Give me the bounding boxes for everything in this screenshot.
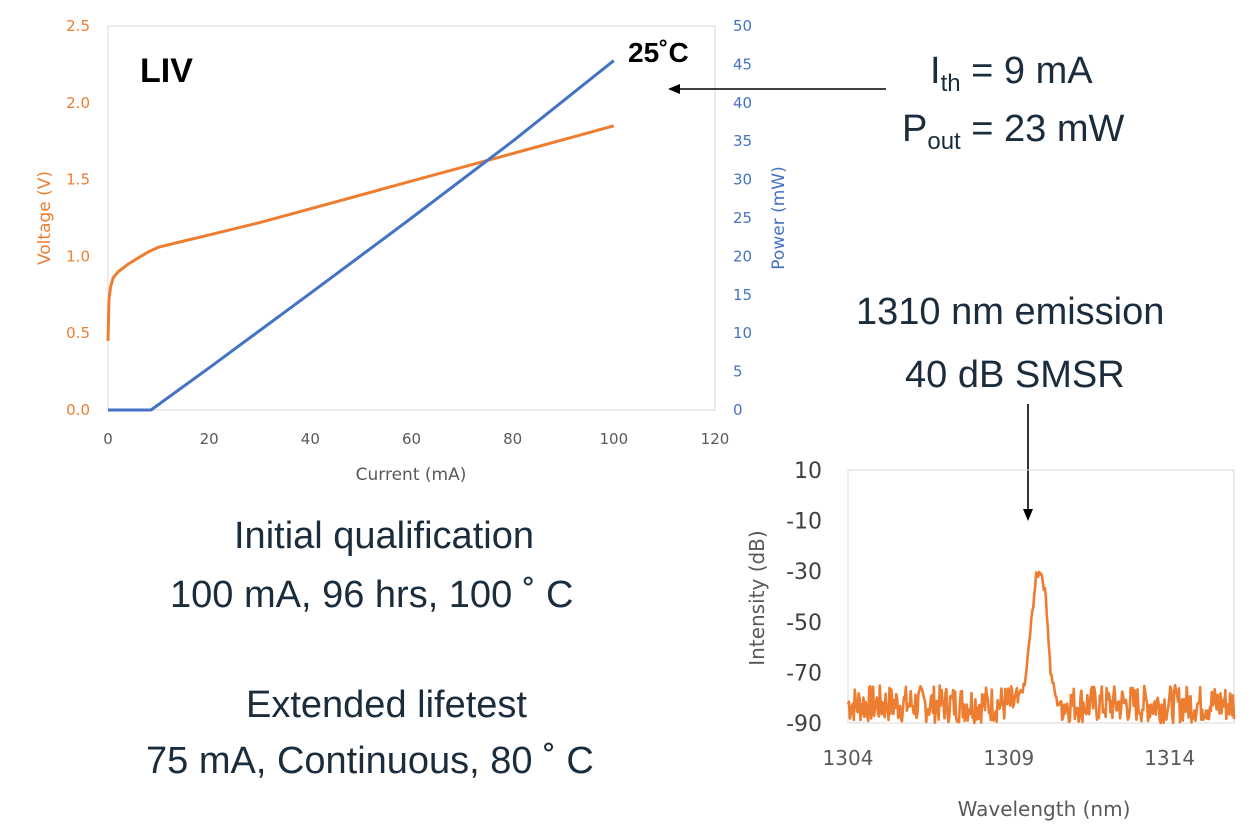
liv-chart: 0 20 40 60 80 100 120 0.0 0.5 1.0 1.5 2.0 2.5 0 5 10 15 2… [35, 17, 789, 485]
threshold-arrowhead [668, 84, 680, 94]
liv-ytick-left-label: 0.5 [66, 324, 90, 342]
liv-ytick-left-label: 0.0 [66, 401, 90, 419]
lifetest-title: Extended lifetest [246, 684, 527, 726]
emission-arrowhead [1023, 509, 1033, 521]
qualification-conditions: 100 mA, 96 hrs, 100 ˚ C [170, 574, 574, 616]
power-value: = 23 mW [960, 108, 1125, 150]
liv-ticks: 0 20 40 60 80 100 120 0.0 0.5 1.0 1.5 2.0 2.5 0 5 10 15 2… [66, 17, 752, 448]
liv-xtick-label: 80 [503, 430, 522, 448]
power-prefix: P [902, 108, 928, 150]
spectrum-xlabel: Wavelength (nm) [958, 797, 1131, 821]
liv-ytick-left-label: 1.5 [66, 171, 90, 189]
liv-ytick-right-label: 15 [733, 286, 752, 304]
threshold-value: = 9 mA [960, 50, 1093, 92]
spectrum-lines [846, 570, 1236, 725]
spectrum-ytick-label: -10 [786, 510, 822, 535]
liv-ytick-left-label: 2.0 [66, 94, 90, 112]
liv-ytick-right-label: 50 [733, 17, 752, 35]
liv-ytick-right-label: 45 [733, 55, 752, 73]
liv-xtick-label: 120 [701, 430, 730, 448]
liv-ytick-right-label: 40 [733, 94, 752, 112]
spectrum-xtick-label: 1314 [1144, 746, 1195, 770]
liv-ylabel-left: Voltage (V) [35, 171, 55, 265]
liv-ytick-right-label: 35 [733, 132, 752, 150]
liv-ytick-right-label: 0 [733, 401, 743, 419]
liv-ylabel-right: Power (mW) [769, 166, 789, 269]
temperature-label: 25˚C [628, 37, 689, 68]
spectrum-ytick-label: 10 [794, 459, 822, 484]
liv-ytick-left-label: 2.5 [66, 17, 90, 35]
threshold-sub: th [940, 70, 961, 97]
spectrum-xtick-label: 1304 [823, 746, 874, 770]
emission-wavelength: 1310 nm emission [856, 291, 1165, 333]
liv-xtick-label: 60 [402, 430, 421, 448]
spectrum-plot-frame [847, 469, 1235, 724]
annotation-arrows [668, 84, 1033, 521]
spectrum-ylabel: Intensity (dB) [745, 530, 769, 665]
liv-plot-frame [107, 25, 716, 411]
spectrum-ytick-label: -90 [786, 712, 822, 737]
spectrum-line [846, 570, 1236, 725]
liv-xtick-label: 100 [600, 430, 629, 448]
liv-xlabel: Current (mA) [356, 465, 467, 485]
qualification-title: Initial qualification [234, 515, 534, 557]
liv-xtick-label: 20 [200, 430, 219, 448]
lifetest-conditions: 75 mA, Continuous, 80 ˚ C [146, 740, 594, 782]
spectrum-ytick-label: -50 [786, 611, 822, 636]
smsr: 40 dB SMSR [905, 354, 1125, 396]
liv-ytick-left-label: 1.0 [66, 247, 90, 265]
liv-label: LIV [140, 52, 193, 90]
liv-ytick-right-label: 10 [733, 324, 752, 342]
liv-ytick-right-label: 25 [733, 209, 752, 227]
liv-ytick-right-label: 20 [733, 247, 752, 265]
spectrum-ytick-label: -30 [786, 560, 822, 585]
spectrum-ticks: 1304 1309 1314 10 -10 -30 -50 -70 -90 [786, 459, 1195, 770]
spectrum-chart: 1304 1309 1314 10 -10 -30 -50 -70 -90 Wavelength… [745, 459, 1236, 821]
spectrum-xtick-label: 1309 [983, 746, 1034, 770]
voltage-line [106, 124, 615, 341]
spectrum-ytick-label: -70 [786, 661, 822, 686]
liv-ytick-right-label: 5 [733, 363, 743, 381]
power-sub: out [927, 128, 961, 155]
liv-ytick-right-label: 30 [733, 171, 752, 189]
power-line [108, 59, 615, 412]
threshold-current: Ith = 9 mA [930, 52, 1093, 96]
liv-xtick-label: 40 [301, 430, 320, 448]
liv-lines [106, 59, 615, 412]
liv-xtick-label: 0 [103, 430, 113, 448]
output-power: Pout = 23 mW [902, 110, 1124, 154]
threshold-prefix: I [930, 50, 941, 92]
